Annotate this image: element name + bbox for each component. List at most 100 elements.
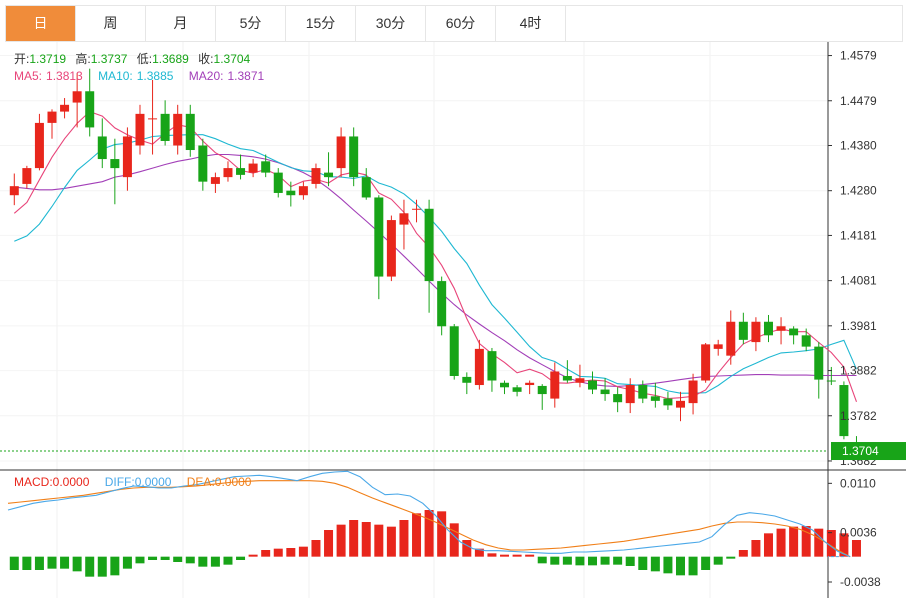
candle-body [688,380,698,404]
candle-body [311,168,321,184]
macd-bar [500,554,510,557]
price-tick-label: 1.3981 [840,319,877,333]
macd-readout: MACD:0.0000 DIFF:0.0000 DEA:0.0000 [14,475,252,489]
candle-body [462,376,472,383]
tab-2[interactable]: 月 [146,6,216,41]
macd-bar [814,528,824,557]
candle-body [236,168,246,175]
candle-body [135,113,145,146]
price-tick-label: 1.4181 [840,228,877,242]
macd-bar [663,556,673,574]
tab-6[interactable]: 60分 [426,6,496,41]
candle-body [701,344,711,381]
candle-body [34,122,44,169]
macd-bar [110,556,120,576]
macd-bar [588,556,598,566]
candle-body [9,186,19,196]
candle-body [638,385,648,399]
macd-bar [550,556,560,565]
macd-bar [361,522,371,557]
ohlc-readout: 开:1.3719 高:1.3737 低:1.3689 收:1.3704 [14,51,251,66]
macd-bar [122,556,132,569]
candle-body [575,378,585,383]
candle-body [588,380,598,390]
candle-body [72,91,82,103]
macd-bar [575,556,585,566]
current-price-label: 1.3704 [842,444,879,458]
price-axis: 1.4579 1.4479 1.4380 1.4280 1.4181 1.4081 1.39… [828,49,906,468]
macd-bar [738,550,748,557]
macd-bar [311,540,321,557]
macd-bar [487,553,497,557]
macd-bar [210,556,220,567]
tab-0[interactable]: 日 [6,6,76,41]
price-tick-label: 1.3882 [840,364,877,378]
macd-bar [223,556,233,565]
price-tick-label: 1.4081 [840,274,877,288]
macd-bar [248,554,258,557]
macd-bar [236,556,246,560]
candle-body [826,380,836,382]
macd-bar [474,548,484,557]
tab-5[interactable]: 30分 [356,6,426,41]
macd-bar [160,556,170,560]
macd-bar [688,556,698,576]
price-tick-label: 1.4280 [840,184,877,198]
price-tick-label: 1.3782 [840,409,877,423]
macd-bar [726,556,736,559]
candle-body [47,111,57,123]
candle-body [210,177,220,184]
candle-body [424,208,434,282]
macd-bar [349,520,359,557]
candle-body [185,113,195,151]
macd-bar [462,540,472,557]
macd-bar [751,540,761,557]
candle-body [173,113,183,146]
macd-histogram [9,510,861,577]
candle-body [663,398,673,406]
candle-body [562,375,572,381]
macd-bar [185,556,195,564]
macd-bar [625,556,635,566]
macd-bar [135,556,145,564]
candle-body [273,172,283,193]
candle-body [537,385,547,395]
ma5-line [13,110,858,402]
candle-body [801,335,811,347]
tab-3[interactable]: 5分 [216,6,286,41]
candle-body [361,177,371,198]
macd-tick-label: -0.0038 [840,575,881,589]
macd-bar [713,556,723,565]
candle-body [763,321,773,336]
candle-body [97,136,107,160]
current-price-badge [831,442,906,461]
tab-4[interactable]: 15分 [286,6,356,41]
candle-body [261,161,271,173]
macd-bar [22,556,32,570]
candle-body [386,220,396,277]
tab-7[interactable]: 4时 [496,6,566,41]
candle-body [613,394,623,403]
candle-body [248,163,258,173]
candle-body [650,396,660,401]
candle-body [474,348,484,386]
candle-body [22,168,32,184]
candle-body [324,172,334,178]
macd-bar [826,530,836,557]
tab-1[interactable]: 周 [76,6,146,41]
candle-body [726,321,736,356]
macd-bar [286,548,296,557]
ma10-line [14,134,858,394]
macd-bar [851,540,861,557]
candle-body [814,346,824,380]
macd-bar [97,556,107,577]
macd-bar [801,526,811,557]
candle-body [298,186,308,196]
ma-readout: MA5: 1.3813 MA10: 1.3885 MA20: 1.3871 [14,69,265,83]
macd-bar [600,556,610,565]
candle-body [412,208,422,210]
macd-bar [60,556,70,569]
macd-bar [85,556,95,577]
macd-bar [525,554,535,557]
candle-body [600,389,610,395]
